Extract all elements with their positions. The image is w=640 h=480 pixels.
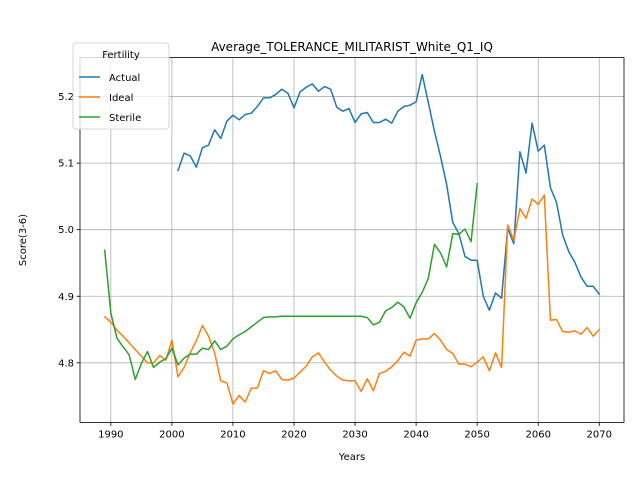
x-axis-label: Years [338, 452, 365, 463]
legend-items: Actual Ideal Sterile [79, 73, 141, 124]
legend-box [72, 42, 170, 130]
legend: Fertility Actual Ideal Sterile [72, 42, 170, 130]
series-line-ideal [103, 194, 601, 405]
legend-label-sterile: Sterile [109, 113, 141, 124]
grid [80, 57, 624, 423]
x-tick-label: 2000 [159, 429, 184, 440]
series-layer [103, 73, 601, 405]
x-tick-label: 1990 [98, 429, 123, 440]
legend-label-ideal: Ideal [109, 93, 133, 104]
y-tick-label: 4.9 [58, 292, 74, 303]
legend-title: Fertility [102, 50, 140, 61]
y-tick-label: 5.0 [58, 225, 74, 236]
x-axis-ticks: 1990 2000 2010 2020 2030 2040 2050 2060 2070 [98, 422, 612, 440]
x-tick-label: 2020 [281, 429, 306, 440]
x-tick-label: 2030 [342, 429, 367, 440]
y-tick-label: 5.2 [58, 92, 74, 103]
y-tick-label: 4.8 [58, 358, 74, 369]
x-tick-label: 2040 [403, 429, 428, 440]
x-tick-label: 2050 [464, 429, 489, 440]
series-line-actual [177, 73, 601, 311]
x-tick-label: 2010 [220, 429, 245, 440]
x-tick-label: 2070 [587, 429, 612, 440]
plot-frame [79, 57, 625, 423]
x-tick-label: 2060 [525, 429, 550, 440]
y-tick-label: 5.1 [58, 159, 74, 170]
series-line-sterile [103, 182, 478, 381]
chart-title: Average_TOLERANCE_MILITARIST_White_Q1_IQ [211, 40, 493, 54]
legend-label-actual: Actual [109, 73, 140, 84]
y-axis-label: Score(3-6) [18, 214, 29, 266]
